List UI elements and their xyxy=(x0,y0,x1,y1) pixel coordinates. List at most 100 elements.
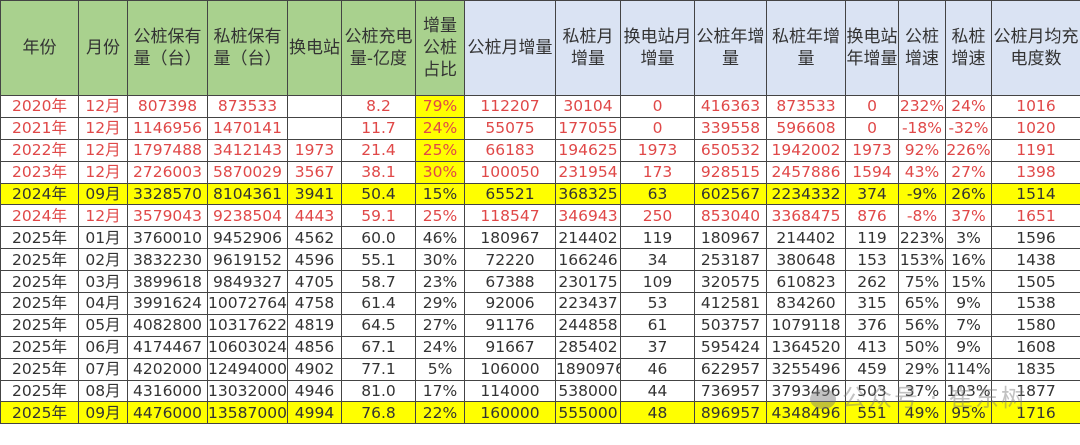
table-cell: 285402 xyxy=(555,335,621,359)
table-cell: 538000 xyxy=(555,379,621,403)
table-cell: 15% xyxy=(945,270,992,294)
table-cell: 602567 xyxy=(694,182,767,206)
table-cell: 43% xyxy=(898,160,946,184)
table-cell: 1020 xyxy=(991,116,1080,140)
table-cell: 30104 xyxy=(555,95,621,118)
column-header: 私桩月增量 xyxy=(555,0,621,96)
table-cell: 27% xyxy=(945,160,992,184)
table-cell: 3328570 xyxy=(127,182,208,206)
table-cell: 07月 xyxy=(78,357,128,381)
table-cell: 8104361 xyxy=(207,182,288,206)
table-cell xyxy=(287,95,342,118)
table-cell: 24% xyxy=(415,116,465,140)
table-cell: 3793496 xyxy=(766,379,846,403)
table-cell: 2726003 xyxy=(127,160,208,184)
table-cell: 1438 xyxy=(991,248,1080,272)
table-cell: 1716 xyxy=(991,401,1080,425)
table-cell: 3412143 xyxy=(207,138,288,162)
table-cell: 2025年 xyxy=(0,270,79,294)
table-cell: 1016 xyxy=(991,95,1080,118)
table-cell: 29% xyxy=(415,292,465,315)
table-cell: 65% xyxy=(898,292,946,315)
table-cell: 100050 xyxy=(464,160,556,184)
table-cell: 1651 xyxy=(991,204,1080,228)
table-cell: 346943 xyxy=(555,204,621,228)
table-cell: 4316000 xyxy=(127,379,208,403)
table-cell: 9849327 xyxy=(207,270,288,294)
table-cell: 13032000 xyxy=(207,379,288,403)
table-cell: 114% xyxy=(945,357,992,381)
table-cell: 12月 xyxy=(78,160,128,184)
table-cell: 03月 xyxy=(78,270,128,294)
table-cell: 7% xyxy=(945,313,992,337)
table-cell: 72220 xyxy=(464,248,556,272)
table-cell: 2020年 xyxy=(0,95,79,118)
table-cell: 103% xyxy=(945,379,992,403)
table-cell: 0 xyxy=(620,116,695,140)
table-cell: 2022年 xyxy=(0,138,79,162)
table-cell: 77.1 xyxy=(341,357,416,381)
table-cell: 48 xyxy=(620,401,695,425)
table-cell: 109 xyxy=(620,270,695,294)
column-header: 公桩月增量 xyxy=(464,0,556,96)
table-cell: 50.4 xyxy=(341,182,416,206)
table-cell: 12月 xyxy=(78,138,128,162)
table-cell: 596608 xyxy=(766,116,846,140)
table-cell: 1191 xyxy=(991,138,1080,162)
table-cell: 244858 xyxy=(555,313,621,337)
charging-data-table: 年份 月份 公桩保有量（台） 私桩保有量（台） 换电站 公桩充电量-亿度 增量公桩占比 公桩月… xyxy=(0,0,1080,425)
column-header: 公桩充电量-亿度 xyxy=(341,0,416,96)
table-cell: 10072764 xyxy=(207,292,288,315)
table-cell: 91667 xyxy=(464,335,556,359)
table-cell: 1973 xyxy=(845,138,899,162)
table-cell: 1580 xyxy=(991,313,1080,337)
table-cell: 08月 xyxy=(78,379,128,403)
table-cell: 38.1 xyxy=(341,160,416,184)
table-cell: 34 xyxy=(620,248,695,272)
table-cell: 02月 xyxy=(78,248,128,272)
table-cell: 16% xyxy=(945,248,992,272)
table-row: 2024年 09月 3328570 8104361 3941 50.4 15% 65521 36… xyxy=(0,182,1080,206)
table-cell: 49% xyxy=(898,401,946,425)
table-cell: 2025年 xyxy=(0,292,79,315)
table-cell: 896957 xyxy=(694,401,767,425)
table-cell: 4082800 xyxy=(127,313,208,337)
table-cell: 1364520 xyxy=(766,335,846,359)
table-cell: 226% xyxy=(945,138,992,162)
table-cell: 10603024 xyxy=(207,335,288,359)
table-cell: 4562 xyxy=(287,226,342,250)
table-cell: 1877 xyxy=(991,379,1080,403)
table-cell: 4174467 xyxy=(127,335,208,359)
table-cell: 230175 xyxy=(555,270,621,294)
table-cell: 1973 xyxy=(620,138,695,162)
table-cell: 55.1 xyxy=(341,248,416,272)
table-cell: 1398 xyxy=(991,160,1080,184)
table-cell: 223437 xyxy=(555,292,621,315)
table-cell: 4348496 xyxy=(766,401,846,425)
table-row: 2025年 07月 4202000 12494000 4902 77.1 5% 106000 1… xyxy=(0,357,1080,381)
table-cell: 46% xyxy=(415,226,465,250)
table-cell: 21.4 xyxy=(341,138,416,162)
table-cell: 3832230 xyxy=(127,248,208,272)
table-cell: -18% xyxy=(898,116,946,140)
table-row: 2025年 08月 4316000 13032000 4946 81.0 17% 114000… xyxy=(0,379,1080,403)
table-cell: 180967 xyxy=(694,226,767,250)
table-cell: 24% xyxy=(415,335,465,359)
table-cell: 55075 xyxy=(464,116,556,140)
table-cell: 153% xyxy=(898,248,946,272)
table-cell: 1835 xyxy=(991,357,1080,381)
table-cell xyxy=(287,116,342,140)
table-cell: 1505 xyxy=(991,270,1080,294)
column-header: 换电站 xyxy=(287,0,342,96)
table-cell: 503 xyxy=(845,379,899,403)
table-cell: 2457886 xyxy=(766,160,846,184)
table-cell: 1596 xyxy=(991,226,1080,250)
table-cell: 4994 xyxy=(287,401,342,425)
table-cell: 2025年 xyxy=(0,313,79,337)
table-cell: 250 xyxy=(620,204,695,228)
table-cell: 60.0 xyxy=(341,226,416,250)
table-cell: 459 xyxy=(845,357,899,381)
table-cell: 4946 xyxy=(287,379,342,403)
table-cell: 56% xyxy=(898,313,946,337)
table-cell: 1538 xyxy=(991,292,1080,315)
